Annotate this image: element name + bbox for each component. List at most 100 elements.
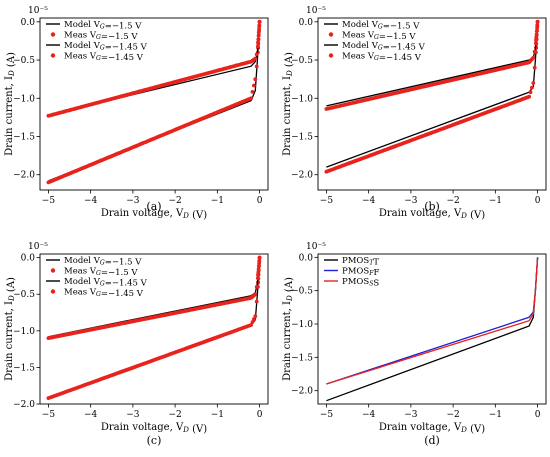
data-point	[256, 40, 260, 45]
series-group	[324, 19, 540, 174]
data-point	[534, 41, 538, 46]
x-tick-label: −3	[126, 410, 140, 420]
y-axis-label: Drain current, ID (A)	[282, 52, 295, 156]
legend-label: Meas VG=−1.5 V	[64, 267, 138, 279]
legend-label: Meas VG=−1.45 V	[64, 52, 144, 64]
data-point	[534, 29, 539, 33]
legend-marker-swatch	[50, 53, 56, 58]
legend-label: Model VG=−1.45 V	[64, 41, 148, 53]
series-4-markers	[46, 19, 262, 118]
data-point	[252, 317, 256, 321]
y-tick-label: −1.0	[13, 94, 35, 104]
legend-marker-swatch	[328, 32, 334, 37]
x-tick-label: −2	[168, 410, 181, 420]
y-axis-label: Drain current, ID (A)	[282, 277, 295, 381]
x-tick-label: −4	[362, 196, 376, 206]
chart-panel-4: −5 −4 −3 −2 −1 0 0.0 −0.5 −1.0 −1.5 −2.0 10⁻⁵ Drain …	[282, 242, 547, 447]
y-tick-label: −1.5	[13, 363, 35, 373]
x-tick-label: −1	[211, 410, 224, 420]
data-point	[256, 267, 261, 272]
legend-label: Model VG=−1.5 V	[64, 256, 142, 268]
data-point	[252, 83, 256, 88]
data-point	[249, 323, 254, 327]
chart-panel-3: −5 −4 −3 −2 −1 0 0.0 −0.5 −1.0 −1.5 −2.0 10⁻⁵ Drain …	[4, 242, 269, 447]
data-point	[257, 255, 262, 260]
y-exponent-label: 10⁻⁵	[306, 242, 326, 252]
y-exponent-label: 10⁻⁵	[306, 6, 326, 16]
x-tick-label: −5	[320, 196, 334, 206]
y-tick-label: −1.5	[13, 132, 35, 142]
data-point	[256, 44, 260, 49]
chart-panel-2: −5 −4 −3 −2 −1 0 0.0 −0.5 −1.0 −1.5 −2.0 10⁻⁵ Drain …	[282, 6, 547, 221]
data-point	[253, 314, 258, 319]
data-point	[253, 56, 258, 61]
legend-label: PMOSSS	[342, 277, 379, 289]
data-point	[528, 90, 533, 95]
data-point	[535, 23, 540, 27]
x-tick-label: −5	[42, 196, 56, 206]
data-point	[254, 64, 259, 69]
y-tick-label: −0.5	[13, 290, 35, 300]
legend-label: Meas VG=−1.5 V	[342, 31, 416, 43]
series-2-markers	[324, 19, 540, 174]
y-tick-label: 0.0	[299, 18, 314, 28]
data-point	[256, 276, 260, 280]
data-point	[256, 37, 261, 42]
x-tick-label: 0	[257, 410, 263, 420]
data-point	[527, 94, 531, 99]
data-point	[256, 273, 260, 278]
data-point	[250, 90, 255, 94]
x-tick-label: −3	[404, 410, 418, 420]
legend-label: Meas VG=−1.45 V	[64, 288, 144, 300]
data-point	[535, 19, 540, 24]
panel-caption: (a)	[146, 200, 161, 213]
legend-marker-swatch	[328, 53, 334, 58]
y-axis-label: Drain current, ID (A)	[4, 52, 17, 156]
y-axis-label: Drain current, ID (A)	[4, 277, 17, 381]
series-4-markers	[324, 19, 540, 111]
data-point	[531, 55, 536, 60]
y-tick-label: −1.0	[291, 320, 313, 330]
data-point	[256, 30, 261, 35]
legend-label: Meas VG=−1.5 V	[64, 31, 138, 43]
data-point	[532, 65, 537, 70]
series-4-markers	[46, 255, 262, 340]
x-tick-label: −2	[168, 196, 181, 206]
y-tick-label: −2.0	[13, 400, 35, 410]
data-point	[535, 26, 539, 30]
data-point	[257, 258, 262, 263]
y-tick-label: −0.5	[291, 287, 313, 297]
x-tick-label: 0	[257, 196, 263, 206]
y-tick-label: 0.0	[21, 18, 36, 28]
data-point	[534, 35, 539, 39]
legend-label: Model VG=−1.45 V	[342, 41, 426, 53]
data-point	[253, 292, 258, 297]
y-tick-label: −1.0	[291, 94, 313, 104]
data-point	[250, 320, 255, 324]
x-axis-label: Drain voltage, VD (V)	[379, 208, 485, 221]
data-point	[257, 261, 261, 266]
plot-frame	[39, 17, 269, 191]
y-exponent-label: 10⁻⁵	[28, 6, 48, 16]
data-point	[530, 85, 534, 90]
x-tick-label: −2	[446, 410, 459, 420]
data-point	[256, 264, 261, 269]
x-tick-label: −1	[489, 410, 502, 420]
x-tick-label: −2	[446, 196, 459, 206]
y-tick-label: −1.5	[291, 132, 313, 142]
series-group	[326, 257, 539, 402]
y-tick-label: −2.0	[291, 387, 313, 397]
data-point	[254, 285, 259, 289]
x-tick-label: −3	[404, 196, 418, 206]
x-axis-label: Drain voltage, VD (V)	[379, 422, 485, 435]
y-tick-label: −2.0	[13, 171, 35, 181]
plot-frame	[317, 253, 547, 405]
x-tick-label: −4	[84, 196, 98, 206]
x-tick-label: −1	[489, 196, 502, 206]
series-group	[46, 255, 262, 400]
plot-frame	[317, 17, 547, 191]
legend-marker-swatch	[50, 32, 56, 37]
y-tick-label: −0.5	[13, 56, 35, 66]
data-point	[254, 52, 259, 57]
